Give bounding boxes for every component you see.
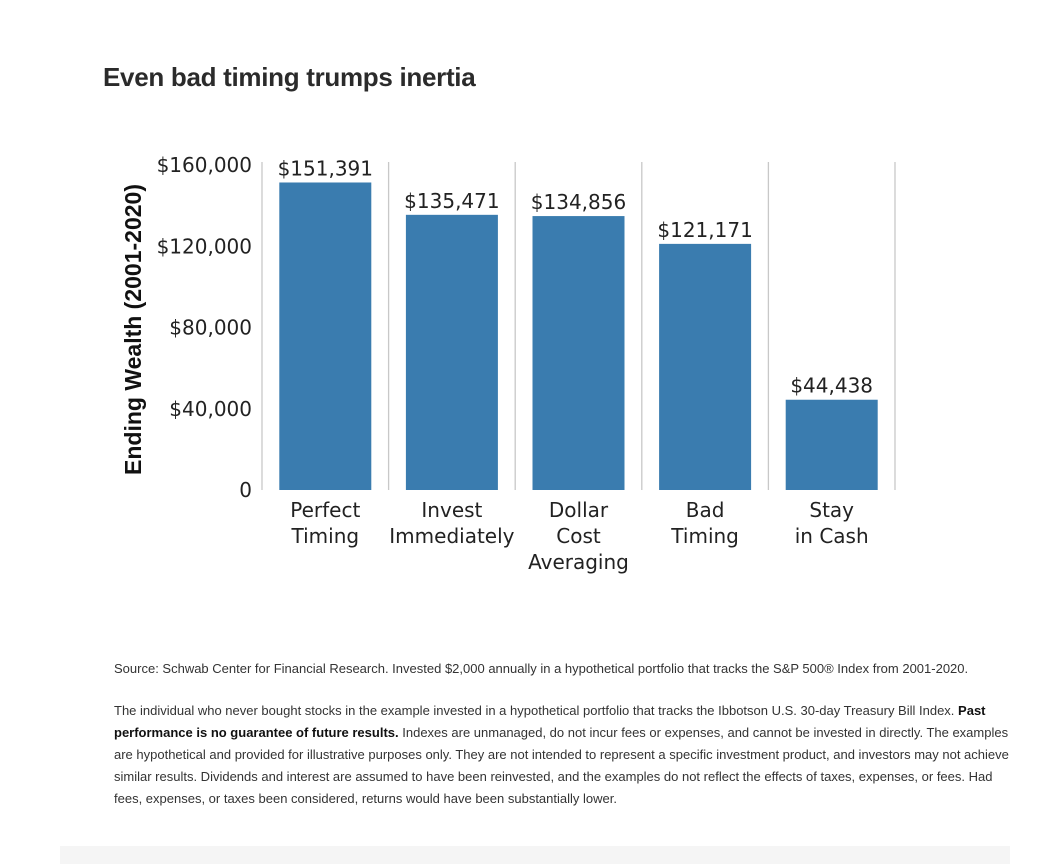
data-label: $44,438 — [790, 374, 873, 398]
data-label: $134,856 — [531, 190, 626, 214]
data-label: $135,471 — [404, 189, 499, 213]
x-tick-label: Cost — [556, 524, 601, 548]
x-tick-label: Timing — [291, 524, 360, 548]
bar — [659, 243, 752, 490]
disclaimer-text-start: The individual who never bought stocks i… — [114, 703, 955, 718]
chart-title: Even bad timing trumps inertia — [103, 62, 476, 92]
y-tick-label: $160,000 — [157, 153, 252, 177]
disclaimer-bold: Past performance is no guarantee of futu… — [114, 703, 986, 740]
x-tick-label: Immediately — [389, 524, 514, 548]
x-tick-label: Perfect — [290, 498, 360, 522]
x-tick-label: Timing — [670, 524, 739, 548]
disclaimer-note: The individual who never bought stocks i… — [114, 700, 1014, 810]
data-label: $151,391 — [278, 156, 373, 180]
data-label: $121,171 — [657, 218, 752, 242]
source-note: Source: Schwab Center for Financial Rese… — [114, 661, 969, 676]
x-tick-label: in Cash — [795, 524, 869, 548]
bar — [279, 182, 372, 490]
bar — [532, 216, 625, 491]
bar — [405, 214, 498, 490]
chart-notes: Source: Schwab Center for Financial Rese… — [114, 658, 1014, 830]
x-tick-label: Bad — [686, 498, 725, 522]
y-tick-label: $120,000 — [157, 234, 252, 258]
y-axis-title: Ending Wealth (2001-2020) — [120, 184, 146, 475]
bar-chart: 0 $40,000 $80,000 $120,000 $160,000 Ending We… — [120, 153, 896, 574]
y-tick-label: 0 — [239, 478, 252, 502]
x-tick-label: Dollar — [549, 498, 609, 522]
x-tick-label: Invest — [421, 498, 482, 522]
bottom-strip — [60, 846, 1010, 864]
y-tick-label: $80,000 — [169, 316, 252, 340]
x-tick-label: Averaging — [528, 550, 629, 574]
disclaimer-text-end: Indexes are unmanaged, do not incur fees… — [114, 725, 1009, 806]
bar — [785, 399, 878, 490]
x-tick-label: Stay — [809, 498, 854, 522]
y-tick-label: $40,000 — [169, 397, 252, 421]
